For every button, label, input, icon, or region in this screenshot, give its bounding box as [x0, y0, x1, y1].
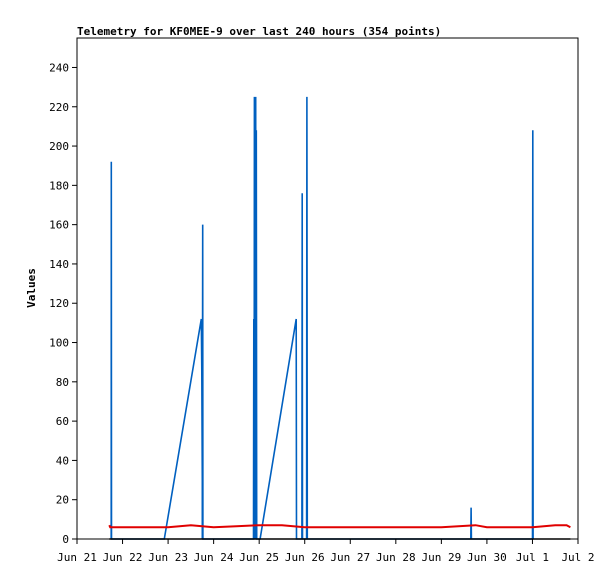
y-axis-label: Values	[25, 268, 38, 308]
y-tick-label: 140	[49, 258, 69, 271]
y-tick-label: 100	[49, 337, 69, 350]
y-tick-label: 200	[49, 140, 69, 153]
x-axis: Jun 21 Jun 22 Jun 23 Jun 24 Jun 25 Jun 26 Jun …	[57, 539, 595, 564]
y-tick-label: 180	[49, 179, 69, 192]
x-tick-label: Jun 27	[330, 551, 370, 564]
x-tick-label: Jun 23	[148, 551, 188, 564]
x-tick-label: Jun 30	[467, 551, 507, 564]
x-tick-label: Jun 21	[57, 551, 97, 564]
y-tick-label: 120	[49, 297, 69, 310]
chart-title: Telemetry for KF0MEE-9 over last 240 hou…	[77, 25, 441, 38]
y-axis: 0 20 40 60 80 100 120 140 160 180 200 220 240	[49, 61, 77, 546]
x-tick-label: Jul 1	[516, 551, 549, 564]
y-tick-label: 240	[49, 61, 69, 74]
series-layer	[108, 96, 571, 540]
y-tick-label: 220	[49, 101, 69, 114]
series-line-1	[110, 96, 534, 540]
x-tick-label: Jun 25	[239, 551, 279, 564]
x-tick-label: Jul 2	[561, 551, 594, 564]
x-tick-label: Jun 26	[285, 551, 325, 564]
y-tick-label: 0	[62, 533, 69, 546]
series-line-2	[108, 524, 571, 529]
x-tick-label: Jun 28	[376, 551, 416, 564]
x-tick-label: Jun 22	[103, 551, 143, 564]
x-tick-label: Jun 29	[421, 551, 461, 564]
x-tick-label: Jun 24	[194, 551, 234, 564]
y-tick-label: 80	[56, 376, 69, 389]
y-tick-label: 160	[49, 219, 69, 232]
y-tick-label: 60	[56, 415, 69, 428]
plot-frame	[76, 37, 579, 540]
y-tick-label: 20	[56, 494, 69, 507]
y-tick-label: 40	[56, 454, 69, 467]
